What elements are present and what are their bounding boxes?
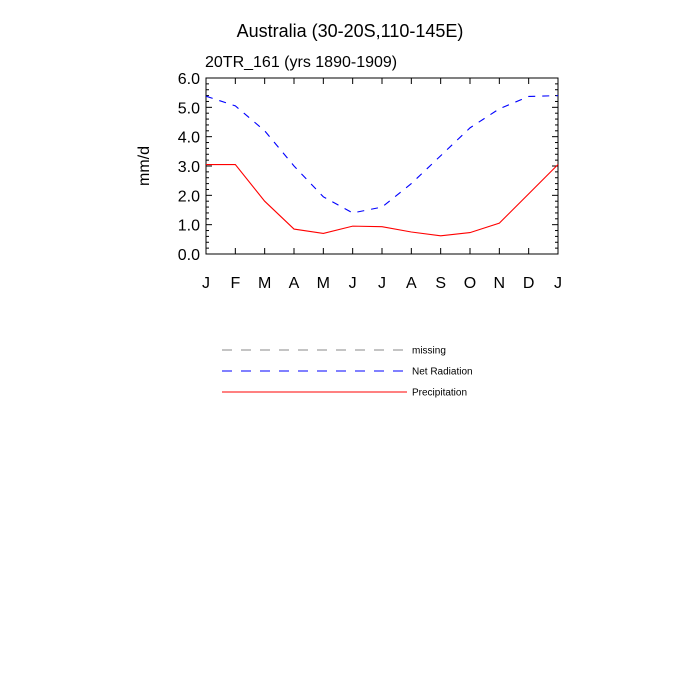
y-tick-label: 0.0 [178, 247, 200, 264]
x-tick-label: M [317, 275, 330, 292]
legend-label: missing [412, 346, 446, 357]
y-tick-label: 1.0 [178, 218, 200, 235]
y-tick-label: 5.0 [178, 100, 200, 117]
x-tick-label: A [406, 275, 417, 292]
legend-label: Precipitation [412, 388, 467, 399]
x-tick-label: M [258, 275, 271, 292]
y-tick-label: 3.0 [178, 159, 200, 176]
x-tick-label: D [523, 275, 535, 292]
x-tick-label: N [494, 275, 506, 292]
series-layer [205, 95, 559, 237]
y-tick-label: 2.0 [178, 188, 200, 205]
x-tick-label: F [230, 275, 240, 292]
x-tick-label: J [349, 275, 357, 292]
series-line-net-radiation [205, 95, 559, 214]
y-axis-label: mm/d [136, 146, 153, 186]
series-line-precipitation [206, 163, 559, 237]
chart-subtitle: 20TR_161 (yrs 1890-1909) [205, 54, 397, 71]
legend: missing Net Radiation Precipitation [222, 346, 473, 399]
x-tick-label: J [202, 275, 210, 292]
legend-label: Net Radiation [412, 367, 473, 378]
x-tick-label: A [289, 275, 300, 292]
chart-title: Australia (30-20S,110-145E) [237, 21, 464, 41]
x-tick-label: J [554, 275, 562, 292]
x-tick-label: S [435, 275, 446, 292]
axes-layer: 0.01.02.03.04.05.06.0J F M A M J J A S O N D J [178, 71, 562, 292]
x-tick-label: O [464, 275, 476, 292]
plot-frame [205, 77, 559, 255]
y-tick-label: 4.0 [178, 130, 200, 147]
y-tick-label: 6.0 [178, 71, 200, 88]
x-tick-label: J [378, 275, 386, 292]
